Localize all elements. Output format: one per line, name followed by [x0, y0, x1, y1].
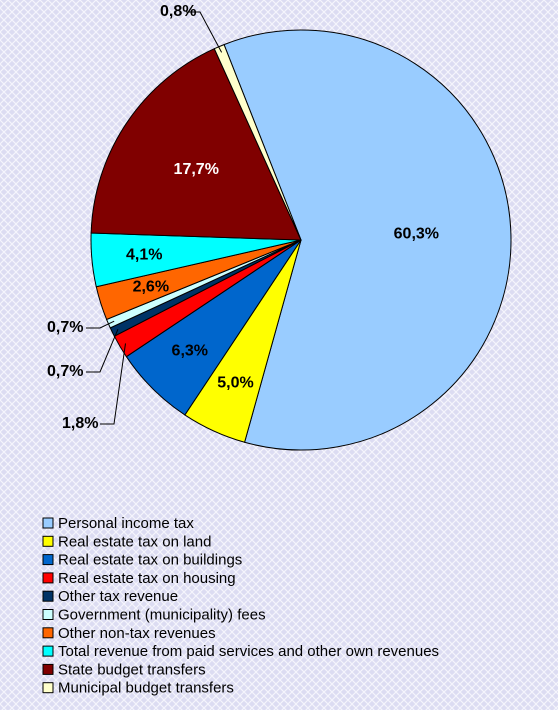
value-label: 0,8%: [160, 3, 196, 20]
value-label: 0,7%: [47, 363, 83, 380]
legend-swatch: [42, 517, 54, 529]
legend-swatch: [42, 535, 54, 547]
legend-swatch: [42, 590, 54, 602]
value-label: 5,0%: [217, 374, 253, 391]
legend-label: Government (municipality) fees: [58, 606, 266, 623]
legend-label: Municipal budget transfers: [58, 680, 234, 697]
leader-line: [186, 11, 223, 53]
legend-swatch: [42, 609, 54, 620]
pie-slice: [90, 48, 302, 241]
legend-label: Total revenue from paid services and oth…: [58, 643, 439, 660]
pie-slice: [213, 43, 302, 241]
legend-swatch: [42, 682, 54, 694]
legend-swatch: [42, 627, 54, 639]
leader-line: [86, 329, 119, 373]
legend-label: Real estate tax on housing: [58, 570, 236, 587]
legend-label: Real estate tax on land: [58, 533, 211, 550]
legend-label: State budget transfers: [58, 661, 206, 678]
value-label: 17,7%: [174, 161, 219, 178]
value-label: 60,3%: [394, 225, 439, 242]
value-label: 2,6%: [133, 279, 169, 296]
value-label: 1,8%: [62, 415, 98, 432]
legend-swatch: [42, 645, 54, 657]
leader-line: [86, 320, 115, 329]
value-label: 4,1%: [126, 246, 162, 263]
legend-label: Real estate tax on buildings: [58, 552, 242, 569]
legend-swatch: [42, 572, 54, 584]
legend-label: Other tax revenue: [58, 588, 178, 605]
legend-label: Personal income tax: [58, 515, 194, 532]
legend-label: Other non-tax revenues: [58, 625, 216, 642]
legend-swatch: [42, 663, 54, 675]
legend-swatch: [42, 554, 54, 566]
pie-slice: [223, 29, 512, 451]
leader-line: [100, 343, 126, 425]
value-label: 0,7%: [47, 319, 83, 336]
value-label: 6,3%: [172, 343, 208, 360]
